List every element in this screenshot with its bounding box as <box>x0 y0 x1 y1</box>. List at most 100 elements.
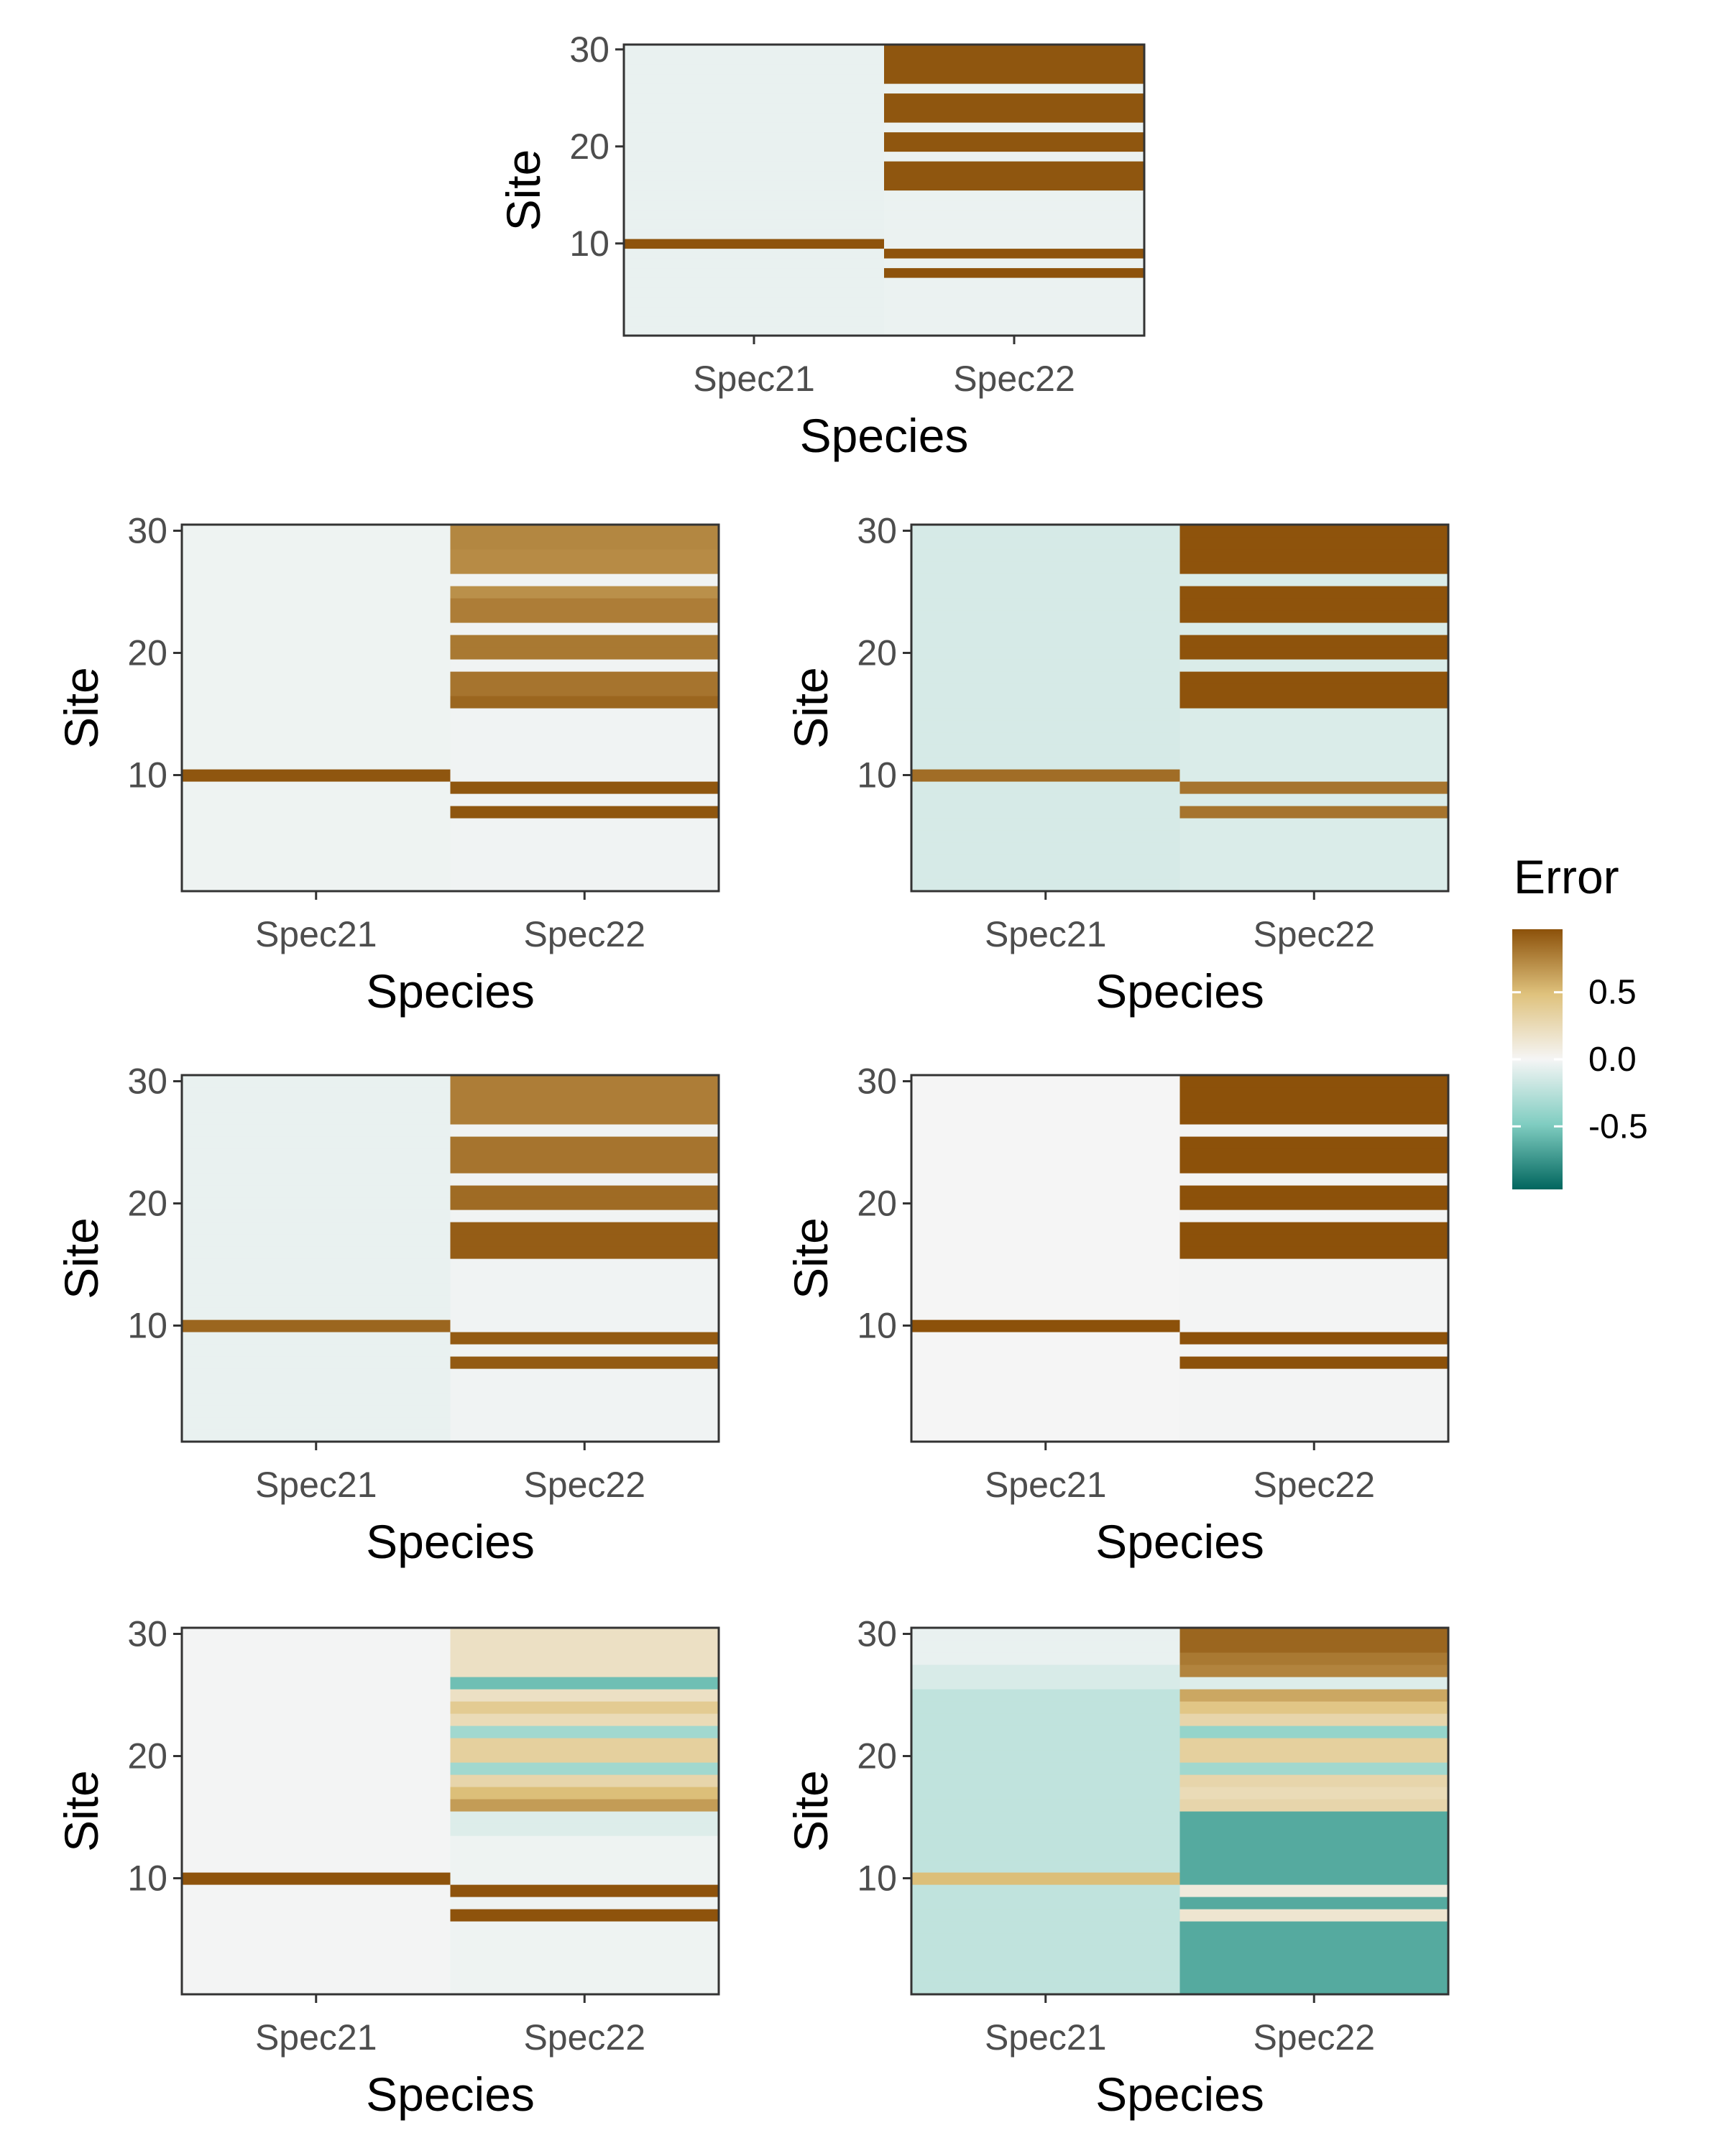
heatmap-tile <box>450 854 719 867</box>
heatmap-tile <box>911 1185 1181 1198</box>
y-tick-label: 20 <box>127 1736 167 1777</box>
heatmap-tile <box>624 209 885 220</box>
heatmap-tile <box>182 1283 451 1296</box>
heatmap-tile <box>624 122 885 133</box>
heatmap-tile <box>450 1222 719 1235</box>
heatmap-tile <box>911 793 1181 806</box>
heatmap-tile <box>182 1075 451 1088</box>
heatmap-panel-7: 10 20 30 Spec21 Spec22 Species Site <box>784 1614 1450 2121</box>
heatmap-tile <box>450 549 719 562</box>
heatmap-tile <box>182 1640 451 1653</box>
heatmap-tile <box>450 1283 719 1296</box>
y-tick-label: 20 <box>569 126 610 167</box>
x-tick-label: Spec21 <box>985 1465 1107 1505</box>
heatmap-tile <box>624 73 885 84</box>
heatmap-tile <box>911 1222 1181 1235</box>
heatmap-tile <box>450 720 719 733</box>
heatmap-tile <box>1179 806 1449 819</box>
heatmap-tile <box>911 806 1181 819</box>
heatmap-tile <box>911 1787 1181 1800</box>
heatmap-tile <box>450 1982 719 1995</box>
heatmap-tile <box>911 1087 1181 1100</box>
heatmap-tile <box>911 537 1181 550</box>
y-axis-title: Site <box>784 1217 837 1299</box>
heatmap-tile <box>884 277 1145 288</box>
heatmap-tile <box>182 1356 451 1369</box>
heatmap-tile <box>911 1628 1181 1641</box>
heatmap-tile <box>450 708 719 721</box>
heatmap-tile <box>911 1958 1181 1971</box>
heatmap-tile <box>911 1100 1181 1112</box>
heatmap-tile <box>450 537 719 550</box>
heatmap-panel-3: 10 20 30 Spec21 Spec22 Species Site <box>784 511 1450 1018</box>
legend-title: Error <box>1514 850 1619 903</box>
heatmap-tile <box>884 306 1145 317</box>
heatmap-tile <box>450 573 719 586</box>
heatmap-tile <box>182 573 451 586</box>
y-tick-label: 10 <box>127 1858 167 1899</box>
heatmap-tile <box>450 635 719 648</box>
heatmap-tile <box>450 1701 719 1714</box>
heatmap-tile <box>1179 1664 1449 1677</box>
heatmap-panel-2: 10 20 30 Spec21 Spec22 Species Site <box>55 511 720 1018</box>
x-tick-label: Spec21 <box>255 2017 377 2058</box>
heatmap-tile <box>1179 549 1449 562</box>
heatmap-tile <box>1179 525 1449 538</box>
heatmap-tile <box>911 683 1181 696</box>
heatmap-tile <box>624 151 885 162</box>
heatmap-tile <box>624 267 885 278</box>
heatmap-tile <box>911 1738 1181 1751</box>
heatmap-tile <box>884 316 1145 327</box>
heatmap-tile <box>624 297 885 308</box>
heatmap-tile <box>624 64 885 75</box>
heatmap-tile <box>182 781 451 794</box>
x-axis-title: Species <box>366 964 535 1018</box>
heatmap-tile <box>911 1982 1181 1995</box>
heatmap-tile <box>624 326 885 336</box>
heatmap-tile <box>911 659 1181 672</box>
heatmap-tile <box>911 1332 1181 1345</box>
heatmap-tile <box>911 549 1181 562</box>
panel-border <box>910 523 1450 893</box>
heatmap-tile <box>911 1848 1181 1861</box>
y-tick-label: 30 <box>127 1061 167 1102</box>
heatmap-tile <box>450 1112 719 1125</box>
heatmap-tile <box>1179 1713 1449 1726</box>
heatmap-tile <box>182 1872 451 1885</box>
heatmap-tile <box>182 696 451 709</box>
y-tick-label: 30 <box>569 29 610 70</box>
heatmap-tile <box>450 1799 719 1812</box>
heatmap-tile <box>884 267 1145 278</box>
heatmap-tile <box>624 170 885 181</box>
heatmap-tile <box>1179 671 1449 684</box>
y-tick-label: 10 <box>127 1306 167 1346</box>
heatmap-tile <box>1179 1222 1449 1235</box>
y-tick-label: 10 <box>127 755 167 796</box>
heatmap-tile <box>1179 854 1449 867</box>
heatmap-tile <box>911 671 1181 684</box>
heatmap-tile <box>182 1344 451 1357</box>
heatmap-tile <box>624 142 885 152</box>
x-tick-label: Spec21 <box>985 2017 1107 2058</box>
heatmap-tile <box>1179 1307 1449 1320</box>
heatmap-tile <box>911 1762 1181 1775</box>
heatmap-tile <box>182 610 451 623</box>
heatmap-tile <box>1179 537 1449 550</box>
heatmap-tile <box>450 1787 719 1800</box>
heatmap-tile <box>884 209 1145 220</box>
heatmap-tile <box>911 708 1181 721</box>
heatmap-tile <box>450 1136 719 1149</box>
heatmap-tile <box>911 1161 1181 1174</box>
heatmap-tile <box>911 1356 1181 1369</box>
heatmap-tile <box>1179 1283 1449 1296</box>
heatmap-tile <box>1179 1750 1449 1763</box>
heatmap-tile <box>450 1726 719 1738</box>
heatmap-tile <box>182 806 451 819</box>
heatmap-tile <box>1179 1677 1449 1690</box>
heatmap-tile <box>450 1884 719 1897</box>
heatmap-tile <box>911 757 1181 770</box>
heatmap-tile <box>182 830 451 843</box>
heatmap-tile <box>911 842 1181 855</box>
y-tick-label: 30 <box>857 1061 897 1102</box>
heatmap-tile <box>182 1136 451 1149</box>
